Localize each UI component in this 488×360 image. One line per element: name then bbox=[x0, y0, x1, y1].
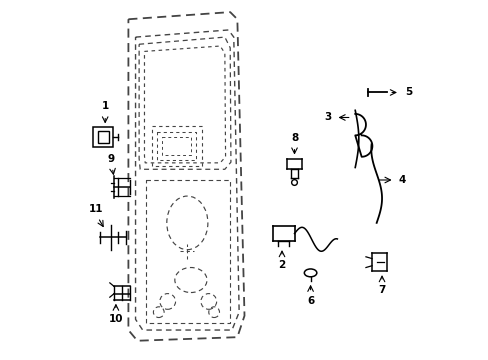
Text: 2: 2 bbox=[278, 260, 285, 270]
Bar bbox=[98, 131, 109, 143]
Text: 6: 6 bbox=[306, 296, 314, 306]
Text: 10: 10 bbox=[108, 314, 123, 324]
Text: 4: 4 bbox=[398, 175, 406, 185]
Text: 9: 9 bbox=[107, 154, 115, 164]
Text: 7: 7 bbox=[378, 285, 385, 296]
Text: 1: 1 bbox=[102, 102, 109, 111]
Bar bbox=[93, 127, 113, 147]
Text: 3: 3 bbox=[324, 112, 331, 122]
Text: 11: 11 bbox=[89, 204, 103, 214]
Text: 8: 8 bbox=[290, 133, 298, 143]
Text: 5: 5 bbox=[405, 87, 412, 98]
